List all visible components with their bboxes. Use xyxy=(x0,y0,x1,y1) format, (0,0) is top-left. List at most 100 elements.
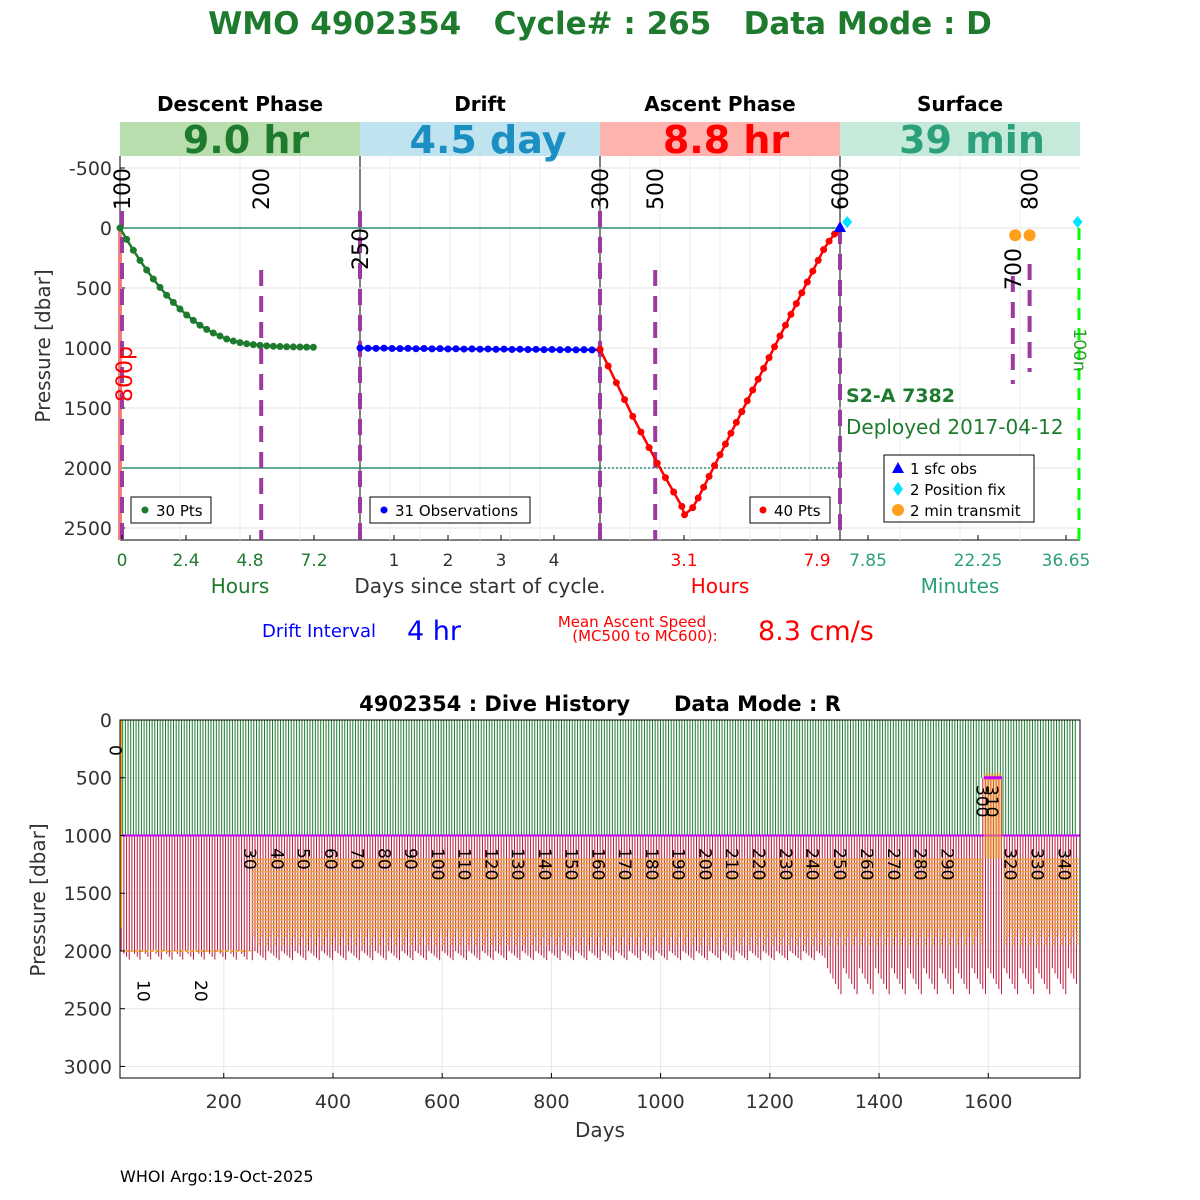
position-fix-marker xyxy=(842,216,853,228)
x-tick-label-ascent: 3.1 xyxy=(670,551,697,571)
series-drift-point xyxy=(532,345,540,353)
series-drift-point xyxy=(548,345,556,353)
series-descent-point xyxy=(163,291,171,299)
y-axis-ticks: -500 0 500 1000 1500 2000 2500 xyxy=(64,158,125,540)
x-tick-label-ascent: 7.9 xyxy=(803,551,830,571)
series-ascent-point xyxy=(694,494,702,502)
series-descent-point xyxy=(229,337,237,345)
x-tick-label-drift: 2 xyxy=(443,551,454,571)
drift-duration-band xyxy=(360,122,600,156)
series-drift-point xyxy=(572,346,580,354)
cycle-label-30: 30 xyxy=(239,848,259,870)
surface-duration-band xyxy=(840,122,1080,156)
series-ascent-point xyxy=(661,474,669,482)
bottom-x-tick-label: 1400 xyxy=(855,1091,903,1113)
ascent-speed-label-2: (MC500 to MC600): xyxy=(572,627,717,645)
series-descent-point xyxy=(209,329,217,337)
transmit-marker xyxy=(1023,229,1036,242)
x-tick-label-drift: 3 xyxy=(496,551,507,571)
cycle-labels: 0 10 20 30 40 50 60 70 80 90 100 110 120 130 140 150 160… xyxy=(105,745,1074,1002)
series-descent-point xyxy=(223,335,231,343)
series-descent-point xyxy=(249,341,257,349)
legend-transmit-label: 2 min transmit xyxy=(910,502,1021,520)
series-ascent-point xyxy=(727,429,735,437)
cycle-label-270: 270 xyxy=(883,848,903,880)
x-label-minutes: Minutes xyxy=(921,574,1000,598)
cycle-label-160: 160 xyxy=(587,848,607,880)
series-descent-point xyxy=(309,343,317,351)
series-ascent-point xyxy=(831,230,839,238)
series-descent-point xyxy=(129,246,137,254)
cycle-label-120: 120 xyxy=(480,848,500,880)
special-drift-band xyxy=(983,773,1002,859)
series-ascent-point xyxy=(721,440,729,448)
series-ascent-point xyxy=(681,511,689,519)
mission-label-250: 250 xyxy=(349,228,374,270)
legend-sfc-obs-label: 1 sfc obs xyxy=(910,460,977,478)
y-tick-label: 0 xyxy=(100,218,112,240)
dive-history-chart: 4902354 : Dive History Data Mode : R 0 10… xyxy=(26,692,1081,1142)
series-drift-point xyxy=(588,346,596,354)
x-tick-label-surface: 36.65 xyxy=(1042,551,1091,571)
mission-label-500: 500 xyxy=(644,168,669,210)
series-drift-point xyxy=(500,345,508,353)
cycle-label-210: 210 xyxy=(721,848,741,880)
bottom-x-tick-label: 1600 xyxy=(964,1091,1012,1113)
series-descent-point xyxy=(263,342,271,350)
series-drift-point xyxy=(428,345,436,353)
y-tick-label: 2000 xyxy=(64,458,112,480)
mission-label-600: 600 xyxy=(829,168,854,210)
dive-history-title: 4902354 : Dive History Data Mode : R xyxy=(359,692,841,716)
series-ascent-point xyxy=(604,362,612,370)
series-descent-point xyxy=(143,266,151,274)
drift-interval-label: Drift Interval xyxy=(262,621,376,642)
legend-descent-marker xyxy=(141,506,149,514)
bottom-y-tick-label: 3000 xyxy=(64,1056,112,1078)
series-drift-point xyxy=(380,344,388,352)
phase-title-descent: Descent Phase xyxy=(157,92,323,116)
legend-descent-label: 30 Pts xyxy=(156,502,203,520)
cycle-label-260: 260 xyxy=(856,848,876,880)
bottom-y-axis-title: Pressure [dbar] xyxy=(26,823,50,976)
series-ascent-point xyxy=(653,459,661,467)
series-ascent-point xyxy=(792,300,800,308)
phase-title-surface: Surface xyxy=(917,92,1003,116)
cycle-label-310: 310 xyxy=(981,785,1001,817)
legend-drift-label: 31 Observations xyxy=(395,502,518,520)
series-ascent-point xyxy=(637,428,645,436)
x-tick-label-descent: 2.4 xyxy=(172,551,199,571)
float-deployed: Deployed 2017-04-12 xyxy=(846,415,1064,439)
cycle-label-220: 220 xyxy=(748,848,768,880)
cycle-label-110: 110 xyxy=(454,848,474,880)
mission-label-200: 200 xyxy=(250,168,275,210)
mission-label-700: 700 xyxy=(1002,248,1027,290)
bottom-plot-frame xyxy=(119,719,1081,1079)
annotation-800p: 800p xyxy=(113,346,138,402)
cycle-label-340: 340 xyxy=(1053,848,1073,880)
legend-sfc-obs-marker xyxy=(892,462,904,473)
series-ascent-point xyxy=(798,289,806,297)
series-ascent-point xyxy=(705,472,713,480)
series-drift-point xyxy=(564,346,572,354)
series-ascent-point xyxy=(732,418,740,426)
bottom-x-tick-label: 1000 xyxy=(636,1091,684,1113)
series-ascent-point xyxy=(738,408,746,416)
series-drift-point xyxy=(476,345,484,353)
series-ascent-point xyxy=(711,462,719,470)
series-drift-point xyxy=(460,345,468,353)
drift-interval-value: 4 hr xyxy=(407,616,462,647)
x-label-descent-hours: Hours xyxy=(211,574,270,598)
x-tick-label-descent: 4.8 xyxy=(236,551,263,571)
series-descent-point xyxy=(169,298,177,306)
series-ascent-point xyxy=(645,444,653,452)
cycle-label-330: 330 xyxy=(1026,848,1046,880)
series-descent-point xyxy=(183,311,191,319)
series-ascent-point xyxy=(754,375,762,383)
series-drift-point xyxy=(436,345,444,353)
series-drift-point xyxy=(468,345,476,353)
series-ascent-point xyxy=(670,488,678,496)
bottom-x-tick-label: 1200 xyxy=(746,1091,794,1113)
series-ascent-point xyxy=(689,504,697,512)
series-ascent-line xyxy=(598,228,841,517)
